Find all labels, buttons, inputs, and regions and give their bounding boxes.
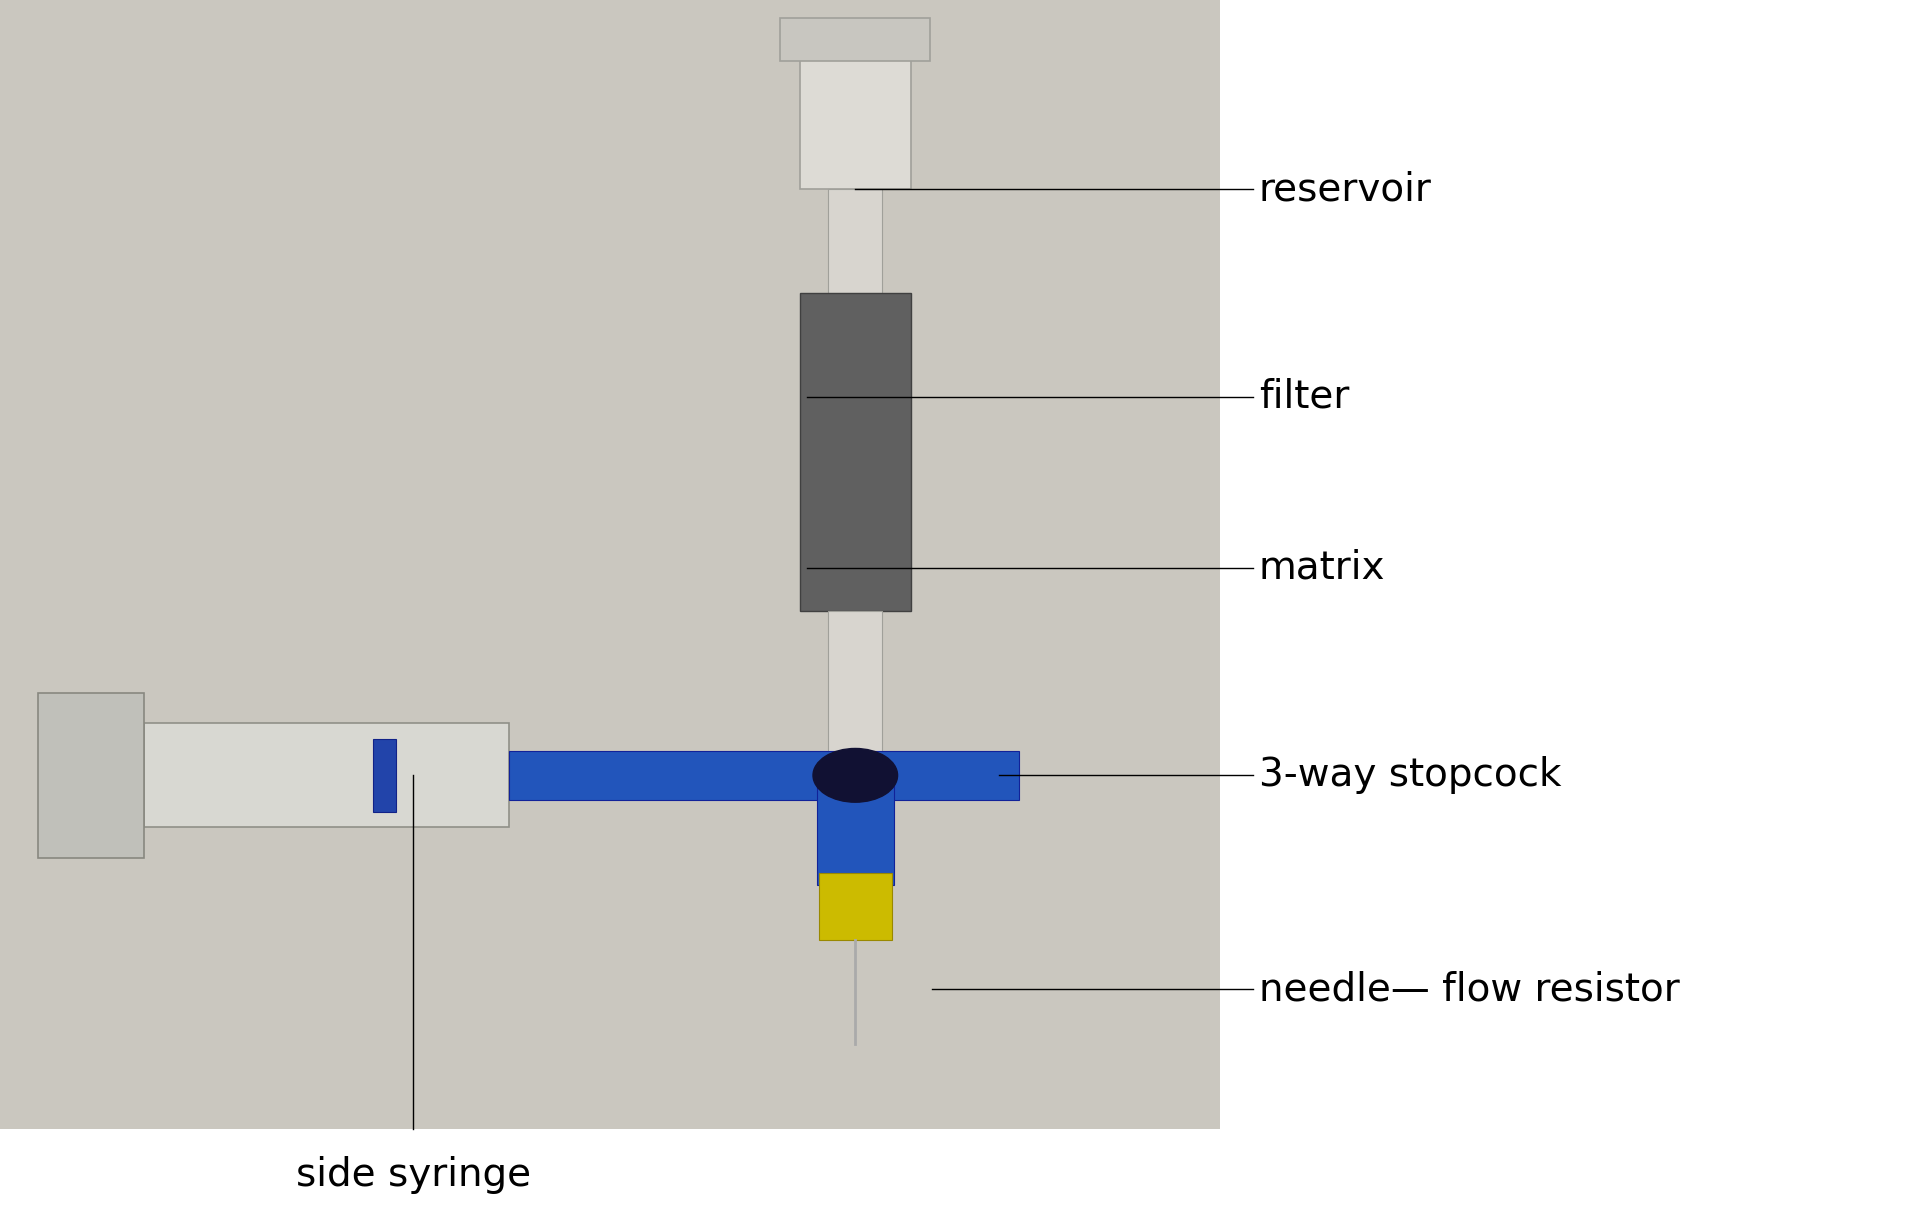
Bar: [828, 189, 882, 293]
Bar: [817, 775, 894, 885]
Bar: [828, 610, 882, 867]
Text: matrix: matrix: [1259, 548, 1386, 587]
Circle shape: [813, 748, 898, 802]
Bar: [780, 18, 930, 61]
Bar: [144, 723, 509, 828]
Bar: [800, 31, 911, 189]
Bar: [800, 293, 911, 610]
Text: needle— flow resistor: needle— flow resistor: [1259, 969, 1680, 1009]
Bar: [0, 0, 1220, 1129]
Bar: [509, 751, 855, 800]
Bar: [819, 873, 892, 940]
Bar: [855, 751, 1019, 800]
Text: 3-way stopcock: 3-way stopcock: [1259, 756, 1561, 795]
Bar: [38, 694, 144, 857]
Text: reservoir: reservoir: [1259, 170, 1432, 209]
Bar: [373, 739, 396, 812]
Text: filter: filter: [1259, 377, 1349, 416]
Text: side syringe: side syringe: [296, 1155, 530, 1194]
